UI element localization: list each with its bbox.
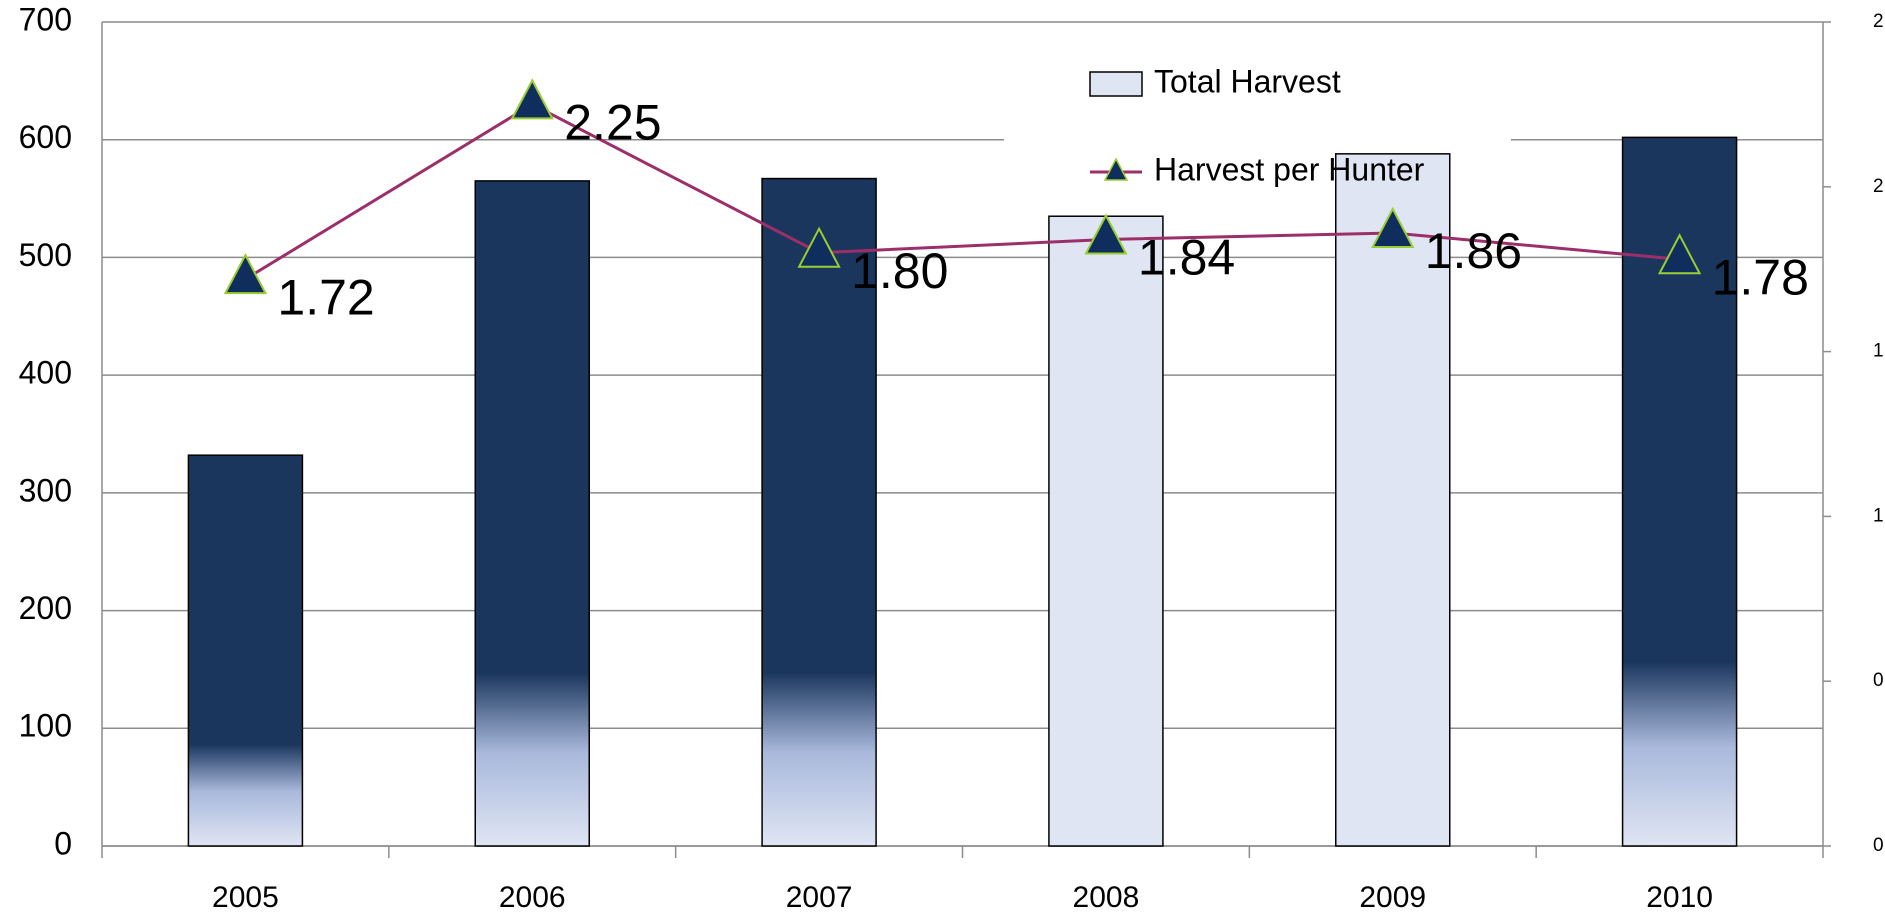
y2-tick-label: 2.00 [1873,176,1885,197]
x-tick-label: 2006 [499,881,566,914]
bar [1335,153,1451,847]
marker [1657,233,1702,275]
legend-label: Total Harvest [1154,63,1341,99]
y-tick-label: 500 [19,237,72,273]
legend-marker [1103,157,1129,181]
legend-label: Harvest per Hunter [1154,151,1425,187]
marker [223,252,268,295]
data-label: 1.84 [1138,230,1235,286]
y2-tick-label: 1.00 [1873,505,1885,526]
y-tick-label: 0 [54,825,72,861]
x-tick-label: 2005 [212,881,279,914]
bar [474,180,590,847]
y2-tick-label: 0.00 [1873,835,1885,856]
x-tick-label: 2008 [1073,881,1140,914]
y2-tick-label: 0.50 [1873,670,1885,691]
data-label: 2.25 [564,95,661,151]
x-tick-label: 2009 [1359,881,1426,914]
data-label: 1.86 [1425,223,1522,279]
marker [510,78,554,120]
bar [1048,215,1164,847]
x-tick-label: 2007 [786,881,853,914]
bar [761,177,877,847]
y-tick-label: 200 [19,590,72,626]
data-label: 1.72 [277,269,374,325]
y2-tick-label: 1.50 [1873,341,1885,362]
marker [1084,213,1128,255]
x-tick-label: 2010 [1646,881,1713,914]
legend-swatch [1089,71,1143,97]
y-tick-label: 100 [19,708,72,744]
marker [797,226,841,268]
data-label: 1.78 [1712,250,1809,306]
y-tick-label: 700 [19,1,72,37]
y-tick-label: 400 [19,355,72,391]
bar [187,454,304,847]
y2-tick-label: 2.50 [1873,11,1885,32]
marker [1371,206,1415,248]
data-label: 1.80 [851,243,948,299]
y-tick-label: 300 [19,472,72,508]
line [244,102,1680,281]
y-tick-label: 600 [19,119,72,155]
